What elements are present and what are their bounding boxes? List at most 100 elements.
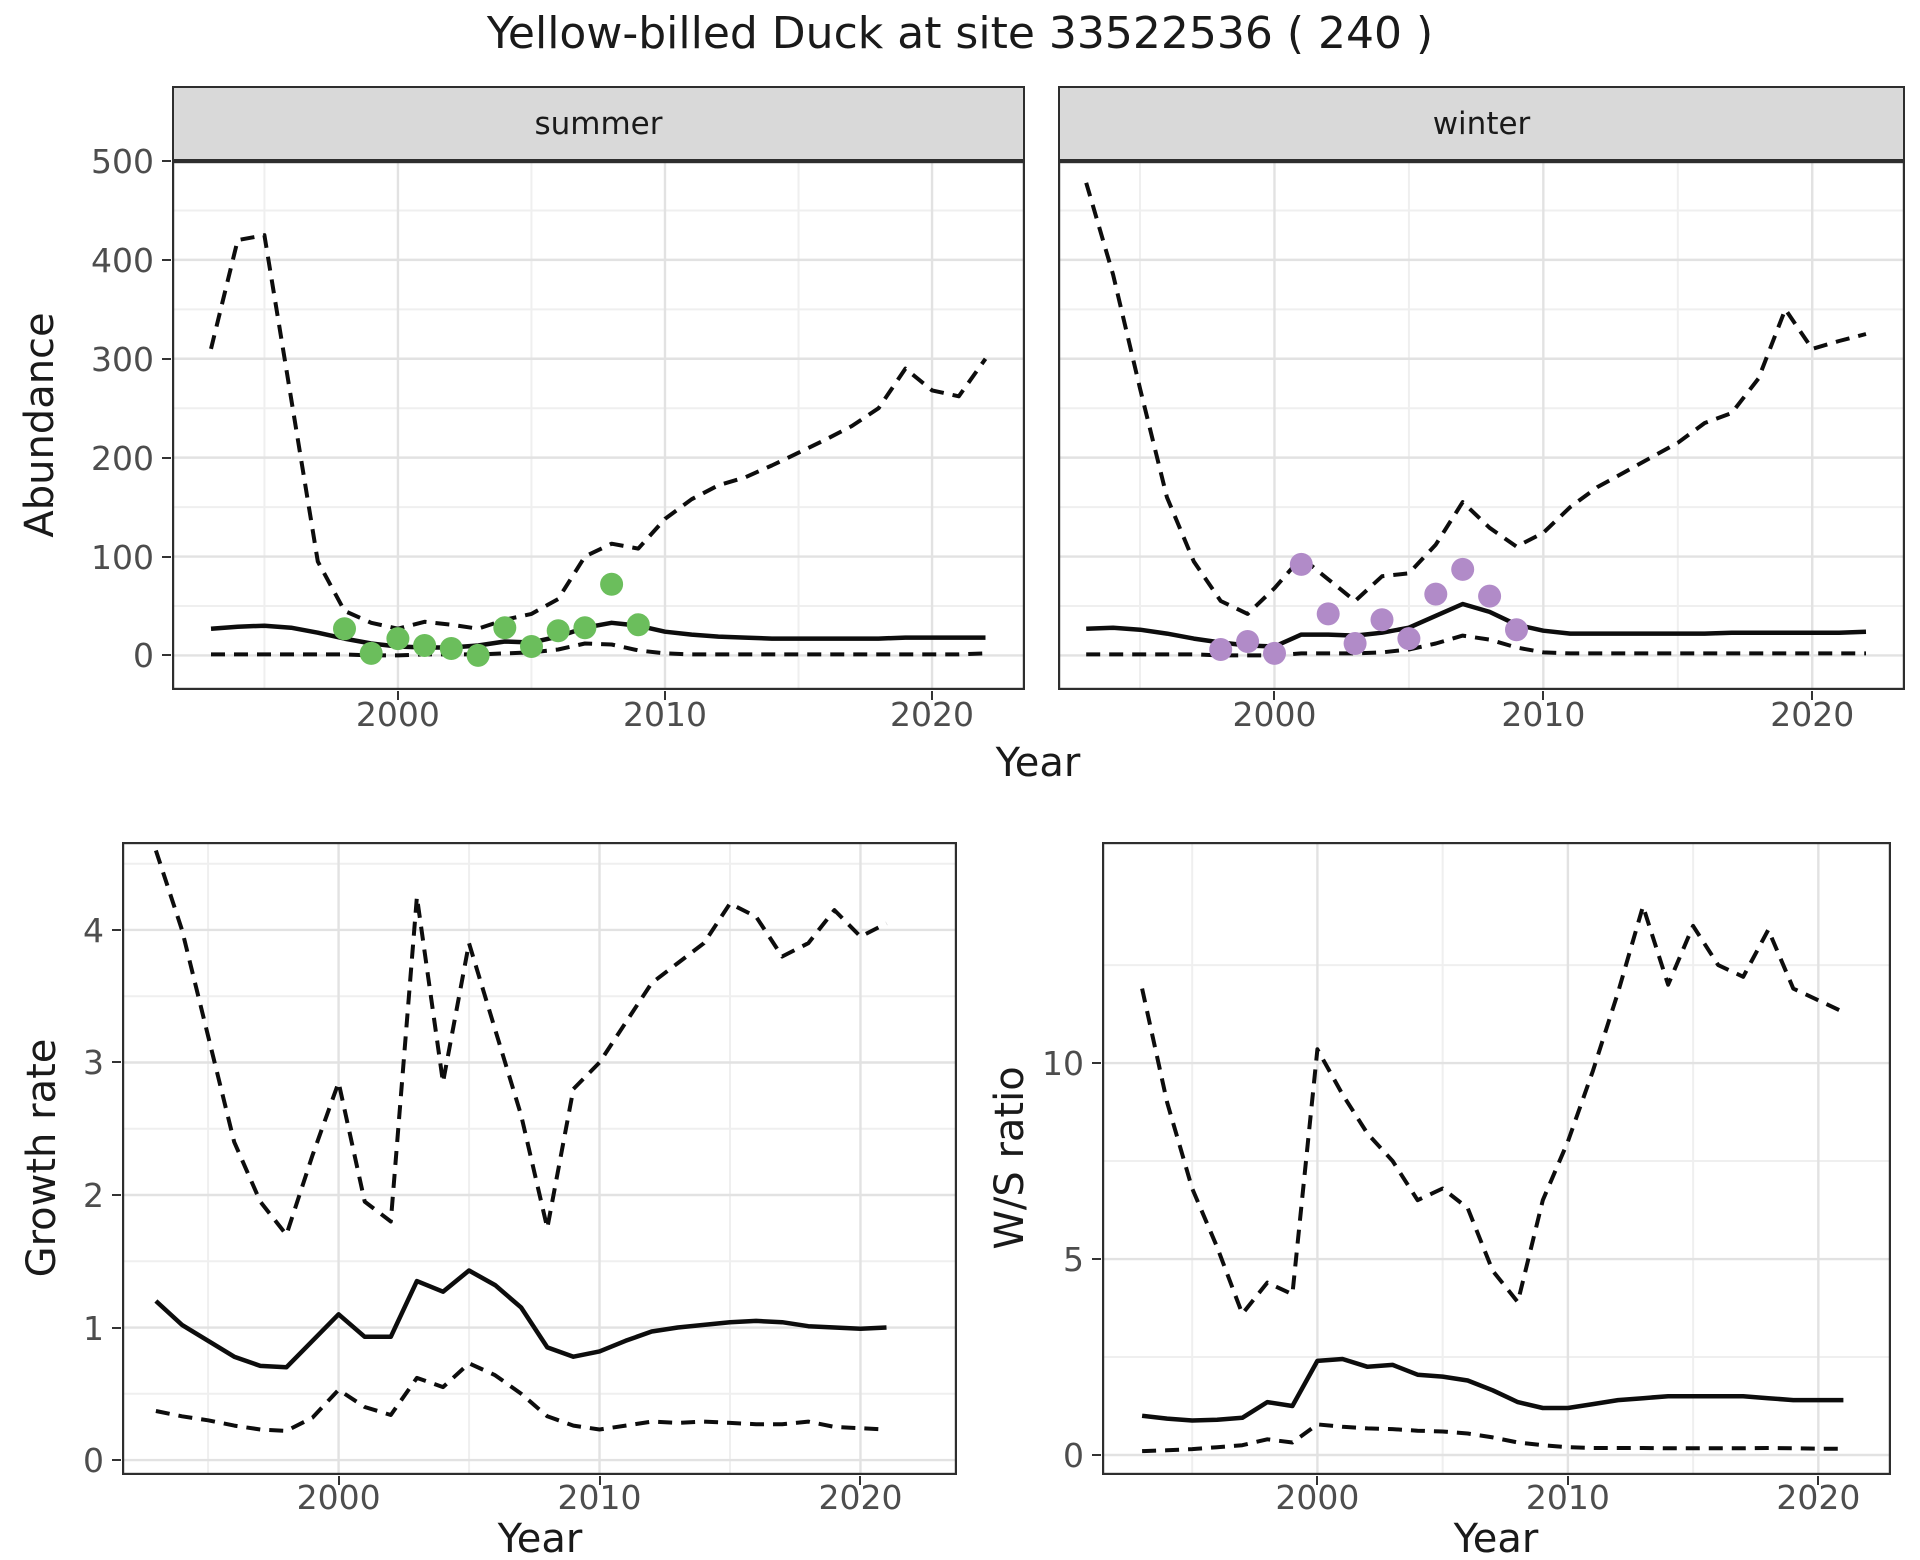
abundance_winter-observed-point xyxy=(1370,608,1394,632)
facet-strip-winter: winter xyxy=(1058,86,1905,161)
ws_ratio-panel-background xyxy=(1102,842,1891,1475)
x-tick-label: 2010 xyxy=(1501,695,1586,734)
x-tick-mark xyxy=(1316,1476,1319,1485)
growth_rate-panel-border xyxy=(122,842,957,1475)
y-tick-mark xyxy=(1092,1454,1101,1456)
abundance_summer-panel xyxy=(172,161,1025,690)
abundance_summer-panel-background xyxy=(172,161,1025,690)
y-tick-mark xyxy=(162,357,171,360)
abundance_summer-upper-ci-line xyxy=(209,233,988,631)
top-year-axis-title: Year xyxy=(995,740,1081,786)
abundance_winter-observed-point xyxy=(1424,582,1448,606)
abundance_summer-observed-point xyxy=(520,635,543,658)
x-tick-mark xyxy=(1542,691,1545,700)
abundance_summer-observed-point xyxy=(439,637,463,660)
y-tick-label: 4 xyxy=(83,910,104,950)
abundance_summer-observed-point xyxy=(600,572,624,596)
abundance_winter-lower-ci-line xyxy=(1086,633,1866,658)
abundance_summer-observed-point xyxy=(546,619,570,643)
x-tick-label: 2000 xyxy=(296,1478,381,1517)
x-tick-label: 2020 xyxy=(1776,1478,1861,1517)
abundance_summer-observed-point xyxy=(413,634,437,657)
x-tick-mark xyxy=(663,691,666,700)
x-tick-mark xyxy=(1817,1476,1820,1485)
y-tick-label: 0 xyxy=(1063,1436,1084,1475)
y-tick-label: 5 xyxy=(1063,1240,1084,1280)
x-tick-mark xyxy=(1566,1476,1569,1485)
abundance_winter-observed-point xyxy=(1316,602,1340,626)
abundance_summer-observed-point xyxy=(626,613,650,637)
abundance_winter-observed-point xyxy=(1263,641,1286,665)
y-tick-label: 500 xyxy=(91,142,154,181)
abundance_winter-observed-point xyxy=(1478,584,1502,608)
abundance_winter-panel-border xyxy=(1058,161,1905,690)
y-tick-mark xyxy=(162,654,171,657)
ws-ratio-axis-title: W/S ratio xyxy=(987,1066,1033,1250)
facet-strip-summer-label: summer xyxy=(534,105,663,142)
x-tick-label: 2020 xyxy=(890,695,975,734)
abundance_winter-observed-point xyxy=(1236,630,1260,653)
ws_ratio-lower-ci-line xyxy=(1142,1422,1844,1454)
x-tick-mark xyxy=(337,1476,340,1485)
abundance_summer-observed-point xyxy=(493,616,517,640)
growth_rate-median-line xyxy=(154,1268,887,1370)
abundance_winter-observed-point xyxy=(1289,552,1313,576)
abundance_winter-observed-point xyxy=(1397,627,1421,651)
ws_ratio-panel xyxy=(1102,842,1891,1475)
y-tick-label: 2 xyxy=(83,1176,104,1215)
ws-year-axis-title: Year xyxy=(1453,1516,1539,1560)
facet-strip-winter-label: winter xyxy=(1432,105,1531,142)
y-tick-mark xyxy=(1092,1062,1101,1065)
abundance_winter-upper-ci-line xyxy=(1084,182,1867,616)
x-tick-label: 2010 xyxy=(557,1478,642,1517)
y-tick-mark xyxy=(112,928,121,931)
y-tick-mark xyxy=(1092,1258,1101,1261)
x-tick-mark xyxy=(859,1476,862,1485)
x-tick-mark xyxy=(598,1476,601,1485)
y-tick-label: 1 xyxy=(83,1308,104,1348)
growth-year-axis-title: Year xyxy=(497,1516,583,1560)
y-tick-mark xyxy=(112,1326,121,1329)
y-tick-mark xyxy=(112,1194,121,1196)
y-tick-label: 3 xyxy=(83,1043,104,1083)
y-tick-label: 300 xyxy=(91,339,154,379)
abundance_winter-panel xyxy=(1058,161,1905,690)
x-tick-label: 2020 xyxy=(818,1478,903,1517)
growth_rate-panel xyxy=(122,842,957,1475)
x-tick-label: 2000 xyxy=(355,695,440,734)
x-tick-mark xyxy=(1273,691,1276,700)
x-tick-mark xyxy=(1811,691,1814,700)
growth_rate-lower-ci-line xyxy=(155,1361,887,1433)
x-tick-mark xyxy=(396,691,399,700)
figure-title: Yellow-billed Duck at site 33522536 ( 24… xyxy=(486,8,1434,59)
abundance_summer-observed-point xyxy=(573,616,597,640)
ws_ratio-median-line xyxy=(1141,1356,1844,1423)
x-tick-label: 2000 xyxy=(1232,695,1317,734)
abundance_summer-observed-point xyxy=(359,641,383,665)
growth_rate-upper-ci-line xyxy=(153,849,888,1237)
abundance_summer-lower-ci-line xyxy=(211,641,986,658)
y-tick-mark xyxy=(162,555,171,558)
abundance_winter-observed-point xyxy=(1343,632,1367,655)
y-tick-label: 100 xyxy=(91,537,154,577)
y-tick-mark xyxy=(162,258,171,261)
ws_ratio-upper-ci-line xyxy=(1140,904,1845,1316)
y-tick-mark xyxy=(112,1459,121,1462)
y-tick-label: 10 xyxy=(1042,1044,1084,1084)
y-tick-mark xyxy=(162,160,171,162)
growth_rate-panel-background xyxy=(122,842,957,1475)
ws_ratio-panel-border xyxy=(1102,842,1891,1475)
y-tick-mark xyxy=(162,456,171,459)
abundance_summer-observed-point xyxy=(333,617,356,641)
y-tick-label: 0 xyxy=(83,1441,104,1481)
y-tick-label: 400 xyxy=(91,240,154,280)
abundance_summer-observed-point xyxy=(466,643,490,667)
facet-strip-summer: summer xyxy=(172,86,1025,161)
y-tick-label: 0 xyxy=(133,636,154,676)
abundance_winter-observed-point xyxy=(1209,638,1233,661)
x-tick-label: 2010 xyxy=(1525,1478,1610,1517)
x-tick-mark xyxy=(931,691,934,700)
x-tick-label: 2020 xyxy=(1770,695,1855,734)
x-tick-label: 2000 xyxy=(1275,1478,1360,1517)
